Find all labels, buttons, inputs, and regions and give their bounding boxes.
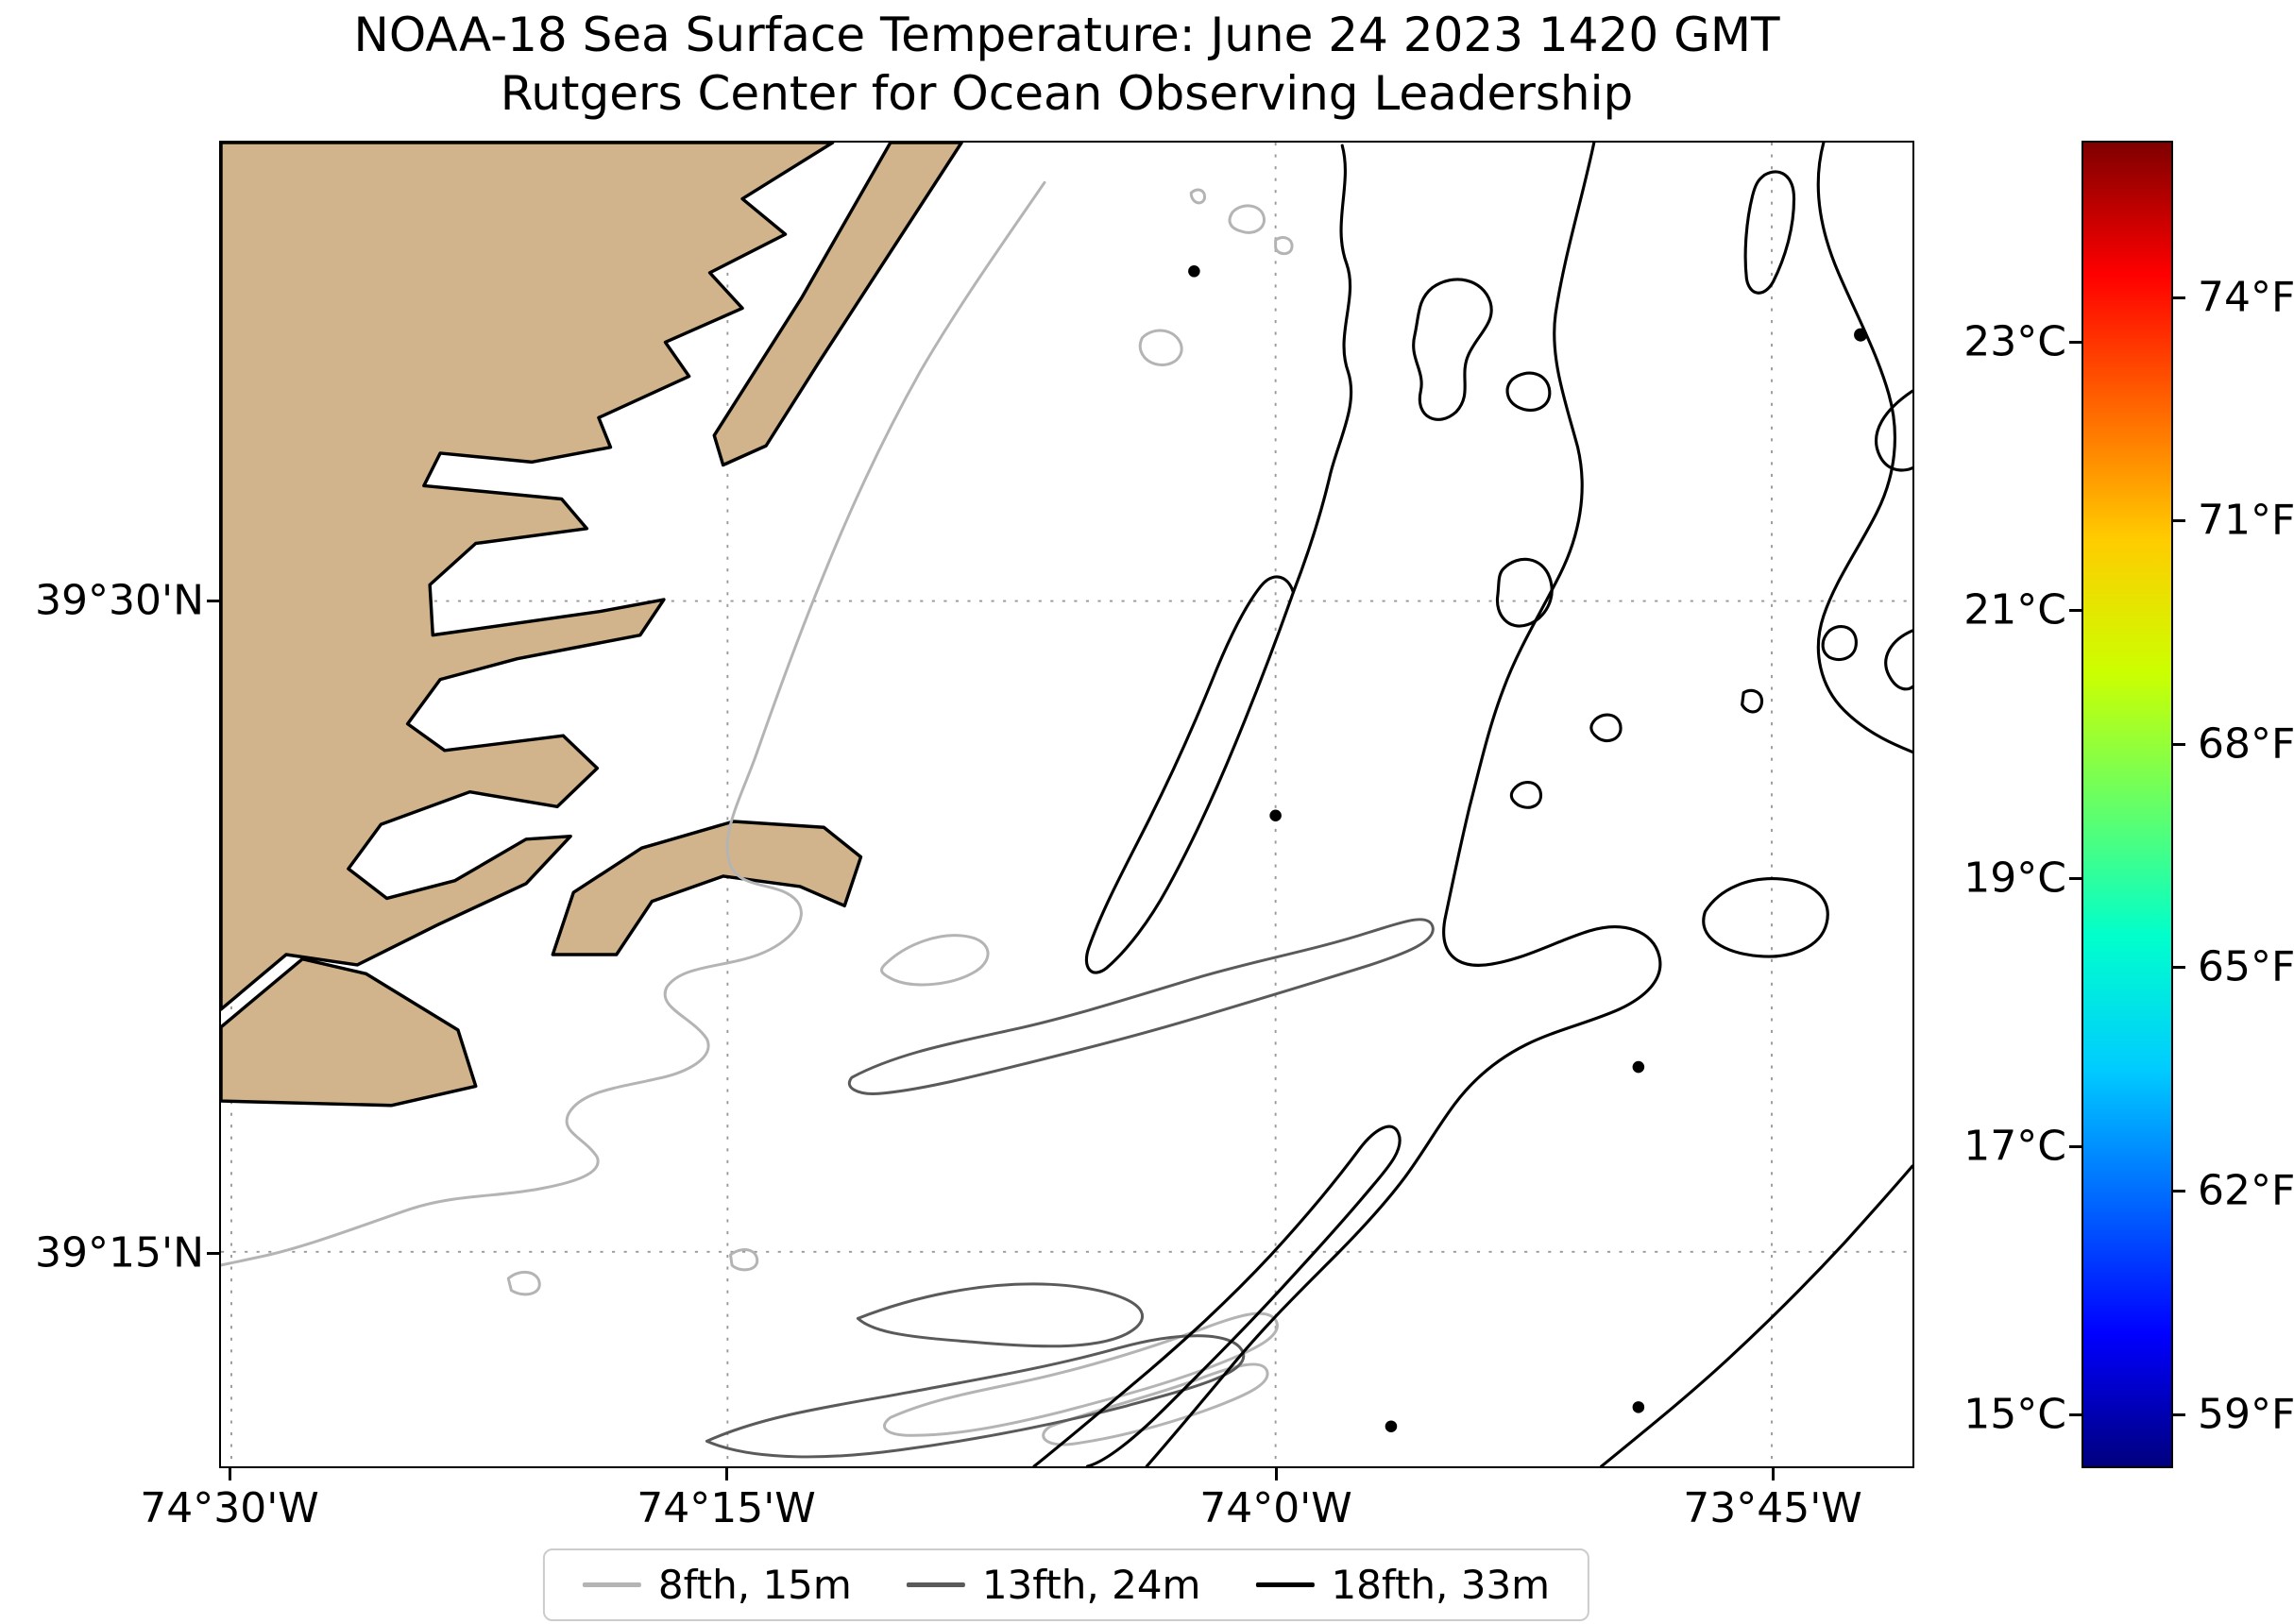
colorbar-label-74F: 74°F [2198,273,2294,322]
title-line-2: Rutgers Center for Ocean Observing Leade… [500,66,1634,121]
colorbar-tick-celsius [2069,609,2082,612]
y-tick-mark [207,600,219,602]
colorbar-tick-fahrenheit [2173,296,2185,299]
legend-item-8fth: 8fth, 15m [582,1562,852,1608]
x-tick-label-74-30W: 74°30'W [140,1484,319,1532]
barrier-island [712,143,963,467]
legend-label-8fth: 8fth, 15m [657,1562,852,1608]
colorbar-tick-fahrenheit [2173,519,2185,522]
colorbar-label-17C: 17°C [1963,1122,2066,1171]
x-tick-mark [1275,1468,1278,1480]
colorbar-label-15C: 15°C [1963,1390,2066,1439]
y-tick-label-39-30N: 39°30'N [35,576,204,625]
colorbar-label-59F: 59°F [2198,1390,2294,1439]
colorbar-label-19C: 19°C [1963,854,2066,903]
figure-title: NOAA-18 Sea Surface Temperature: June 24… [219,6,1914,123]
contour-13fth-24m [705,918,1435,1459]
colorbar-label-21C: 21°C [1963,585,2066,634]
depth-contour-legend: 8fth, 15m 13fth, 24m 18fth, 33m [542,1548,1590,1621]
x-tick-label-73-45W: 73°45'W [1683,1484,1862,1532]
colorbar-label-65F: 65°F [2198,942,2294,991]
y-tick-label-39-15N: 39°15'N [35,1228,204,1277]
hook-peninsula [551,820,863,956]
colorbar-tick-celsius [2069,877,2082,880]
colorbar-tick-fahrenheit [2173,966,2185,969]
mainland [221,143,835,1011]
x-tick-mark [725,1468,728,1480]
legend-label-18fth: 18fth, 33m [1331,1562,1551,1608]
gridlines [221,143,1912,1466]
map-plot [219,141,1914,1468]
contour-8fth-15m [221,180,1294,1446]
colorbar [2082,141,2173,1468]
legend-item-18fth: 18fth, 33m [1255,1562,1550,1608]
land-polygons [221,143,963,1108]
legend-line-18fth [1255,1582,1315,1587]
x-tick-mark [229,1468,231,1480]
legend-line-13fth [906,1582,965,1587]
colorbar-tick-celsius [2069,341,2082,344]
colorbar-tick-fahrenheit [2173,1413,2185,1416]
x-tick-label-74-15W: 74°15'W [637,1484,816,1532]
colorbar-label-62F: 62°F [2198,1166,2294,1215]
legend-item-13fth: 13fth, 24m [906,1562,1201,1608]
x-tick-mark [1772,1468,1775,1480]
colorbar-tick-fahrenheit [2173,1190,2185,1193]
shore-wedge [221,956,478,1108]
contour-18fth-33m [1032,143,1912,1466]
colorbar-label-68F: 68°F [2198,719,2294,769]
colorbar-tick-celsius [2069,1413,2082,1416]
map-svg [221,143,1912,1466]
colorbar-label-23C: 23°C [1963,317,2066,366]
colorbar-label-71F: 71°F [2198,496,2294,545]
x-tick-label-74-0W: 74°0'W [1199,1484,1352,1532]
title-line-1: NOAA-18 Sea Surface Temperature: June 24… [353,8,1780,62]
legend-line-8fth [582,1582,641,1587]
legend-label-13fth: 13fth, 24m [981,1562,1201,1608]
colorbar-tick-fahrenheit [2173,743,2185,746]
colorbar-tick-celsius [2069,1145,2082,1148]
y-tick-mark [207,1252,219,1255]
